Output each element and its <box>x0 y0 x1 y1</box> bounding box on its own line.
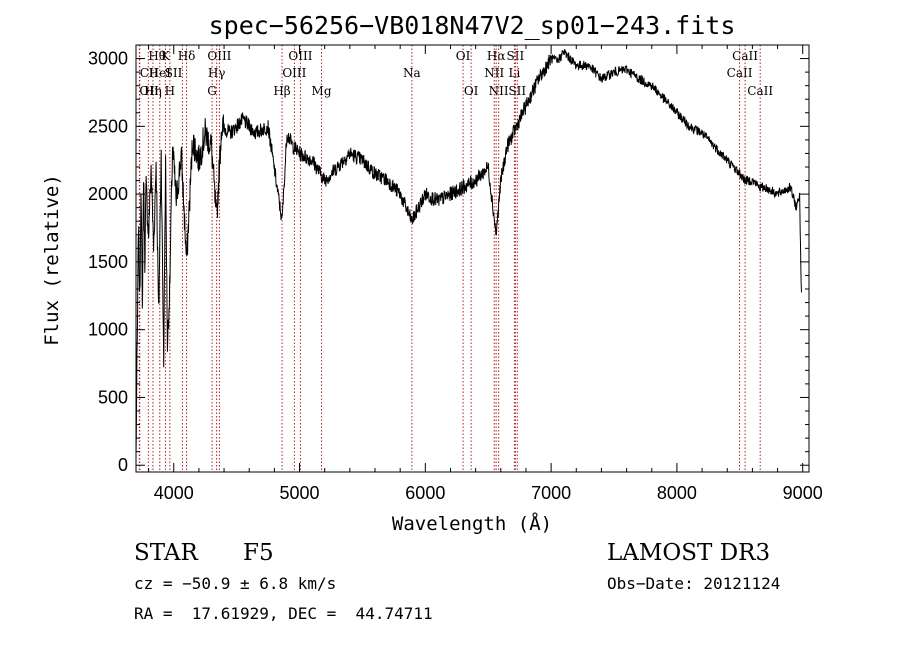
line-marker-label: K <box>161 49 171 63</box>
line-marker-label: Hβ <box>273 84 290 98</box>
y-tick-label: 2500 <box>88 116 128 136</box>
line-marker-label: CaII <box>747 84 773 98</box>
line-marker-label: SII <box>507 49 525 63</box>
line-marker-label: NII <box>489 84 509 98</box>
x-tick-label: 8000 <box>657 483 697 503</box>
spectral-subclass: F5 <box>243 540 274 566</box>
y-tick-label: 3000 <box>88 49 128 69</box>
y-tick-label: 1000 <box>88 320 128 340</box>
y-tick-label: 500 <box>98 387 128 407</box>
line-marker-label: NII <box>484 66 504 80</box>
spectrum-line <box>135 48 802 456</box>
line-marker-label: CII <box>140 66 159 80</box>
x-tick-label: 4000 <box>154 483 194 503</box>
chart-title: spec−56256−VB018N47V2_sp01−243.fits <box>209 11 736 40</box>
plot-area: OIIHηHθCIIHeIKHSIIHδGHγOIIIHβOIIIOIIIMgN… <box>88 44 823 503</box>
y-tick-label: 1500 <box>88 252 128 272</box>
x-tick-label: 5000 <box>280 483 320 503</box>
line-marker-label: OIII <box>288 49 312 63</box>
coordinates-text: RA = 17.61929, DEC = 44.74711 <box>134 604 433 623</box>
line-marker-label: OI <box>464 84 479 98</box>
line-marker-label: CaII <box>732 49 758 63</box>
line-marker-label: Hγ <box>208 66 226 80</box>
y-tick-label: 0 <box>118 455 128 475</box>
x-axis-label: Wavelength (Å) <box>392 512 552 535</box>
redshift-text: cz = −50.9 ± 6.8 km/s <box>134 574 337 593</box>
survey-name: LAMOST DR3 <box>607 540 771 566</box>
object-class: STAR <box>134 540 198 566</box>
line-marker-label: OII <box>139 84 159 98</box>
line-marker-label: Li <box>508 66 520 80</box>
line-marker-label: SII <box>165 66 183 80</box>
line-marker-label: Hθ <box>148 49 166 63</box>
obs-date: Obs−Date: 20121124 <box>607 574 781 593</box>
line-marker-label: Na <box>403 66 421 80</box>
line-marker-label: OIII <box>282 66 306 80</box>
line-marker-label: SII <box>508 84 526 98</box>
line-marker-label: Mg <box>312 84 332 98</box>
line-marker-label: OIII <box>207 49 231 63</box>
line-marker-label: CaII <box>727 66 753 80</box>
line-marker-label: Hα <box>487 49 506 63</box>
y-axis-label: Flux (relative) <box>41 174 63 346</box>
line-marker-label: Hη <box>144 84 162 98</box>
y-tick-label: 2000 <box>88 184 128 204</box>
x-tick-label: 7000 <box>531 483 571 503</box>
line-marker-label: G <box>207 84 217 98</box>
plot-frame <box>135 44 810 473</box>
line-marker-label: OI <box>456 49 471 63</box>
x-tick-label: 6000 <box>405 483 445 503</box>
x-tick-label: 9000 <box>783 483 823 503</box>
line-marker-label: H <box>165 84 175 98</box>
line-marker-label: Hδ <box>178 49 196 63</box>
